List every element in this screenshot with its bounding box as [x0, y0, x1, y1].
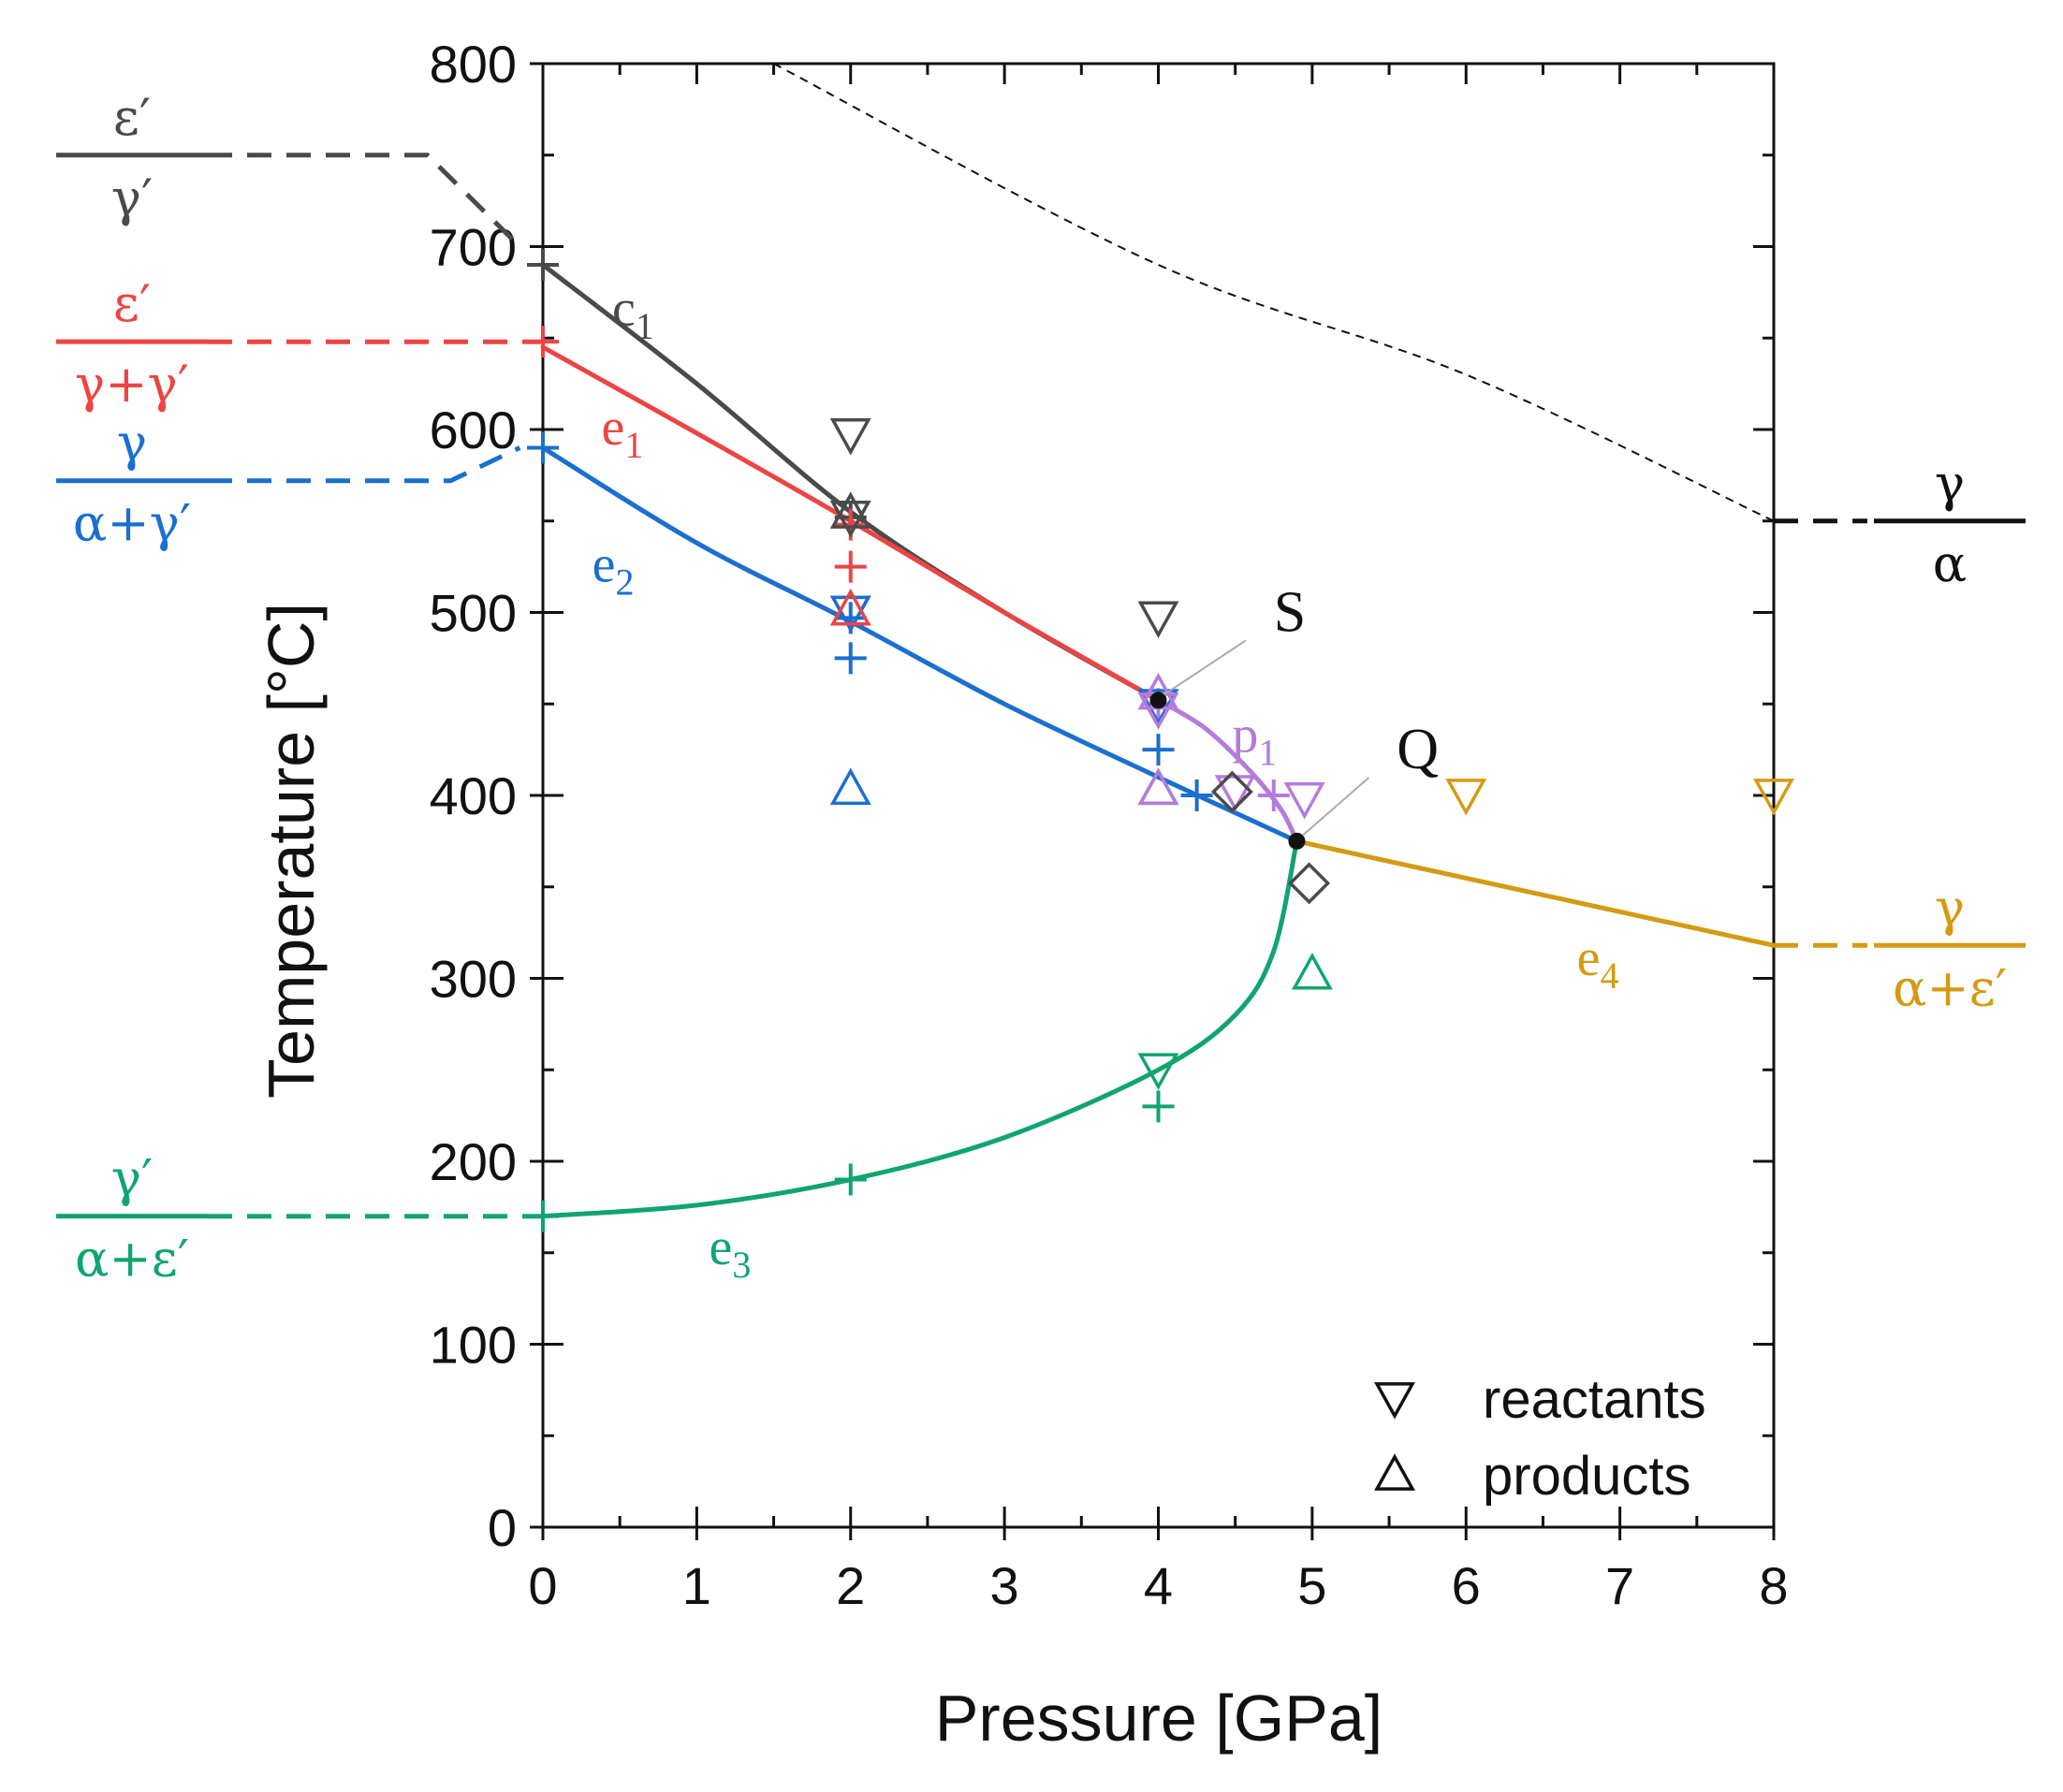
curve-label: e4	[1577, 929, 1619, 997]
cross-marker	[1180, 779, 1213, 811]
curve-e3	[540, 838, 1299, 1219]
x-tick-label: 2	[836, 1556, 865, 1615]
cross-marker	[834, 1163, 867, 1196]
x-tick-label: 8	[1759, 1556, 1788, 1615]
x-tick-label: 7	[1605, 1556, 1634, 1615]
phase-label-bottom: α	[1933, 534, 1967, 593]
y-tick-label: 400	[430, 766, 517, 825]
legend-marker-reactants	[1374, 1382, 1415, 1420]
curve-p1	[1156, 697, 1299, 844]
left-connector-dashed	[208, 153, 522, 249]
cross-marker	[1142, 734, 1175, 766]
phase-label-top: ε′	[113, 274, 151, 333]
cross-marker	[1257, 779, 1290, 811]
cross-marker	[527, 1200, 559, 1232]
invariant-point	[1149, 692, 1167, 709]
reactant-marker	[1283, 782, 1325, 820]
product-marker	[829, 588, 871, 626]
legend-label-reactants: reactants	[1483, 1369, 1706, 1430]
reactant-marker	[1753, 779, 1794, 816]
curve-label: e3	[710, 1218, 752, 1286]
product-marker	[829, 767, 871, 806]
reactant-marker	[1445, 779, 1487, 816]
y-tick-label: 0	[488, 1498, 517, 1557]
cross-marker	[834, 642, 867, 675]
y-tick-label: 700	[430, 218, 517, 277]
x-tick-label: 1	[682, 1556, 711, 1615]
label-group: SQc1e1e2e3e4p1ε′γ′ε′γ+γ′γα+γ′γ′α+ε′γαγα+…	[73, 88, 2007, 1289]
phase-label-bottom: γ+γ′	[75, 355, 189, 414]
invariant-point-label: S	[1274, 581, 1306, 645]
curve-label: c1	[612, 280, 654, 347]
phase-label-top: γ	[1935, 878, 1965, 937]
x-tick-label: 6	[1452, 1556, 1481, 1615]
reactant-marker	[829, 500, 871, 538]
product-marker	[1137, 767, 1179, 806]
x-tick-label: 0	[528, 1556, 557, 1615]
invariant-point	[1288, 832, 1306, 850]
leader-line	[1301, 777, 1369, 837]
left-connector-dashed	[208, 445, 521, 484]
cross-marker	[527, 326, 559, 358]
x-tick-label: 4	[1144, 1556, 1173, 1615]
curve-label: e1	[601, 399, 643, 466]
phase-label-top: γ	[1935, 454, 1965, 513]
curve-label: p1	[1232, 706, 1277, 773]
cross-marker	[834, 550, 867, 583]
x-tick-label: 3	[990, 1556, 1019, 1615]
product-marker	[829, 491, 871, 529]
plot-frame	[541, 62, 1776, 1529]
reactant-marker	[1137, 601, 1179, 639]
reactant-marker	[829, 595, 871, 634]
phase-label-bottom: α+ε′	[75, 1230, 189, 1289]
y-tick-label: 100	[430, 1316, 517, 1375]
x-tick-label: 5	[1297, 1556, 1326, 1615]
reactant-marker	[829, 417, 871, 456]
x-axis-title: Pressure [GPa]	[935, 1682, 1383, 1755]
cross-marker	[1142, 1090, 1175, 1123]
plot-frame-group	[541, 62, 1776, 1529]
phase-label-top: γ	[117, 414, 147, 473]
y-tick-label: 300	[430, 950, 517, 1009]
diamond-marker	[1288, 862, 1331, 905]
curve-label: e2	[593, 536, 635, 604]
phase-label-bottom: α+ε′	[1893, 958, 2007, 1017]
y-tick-label: 800	[430, 35, 517, 94]
y-tick-label: 600	[430, 401, 517, 459]
phase-label-top: γ′	[111, 1149, 154, 1208]
cross-marker	[527, 249, 559, 282]
phase-label-bottom: α+γ′	[73, 494, 191, 553]
diamond-marker	[1210, 770, 1253, 813]
reactant-marker	[1137, 1053, 1179, 1090]
curve-e4	[1294, 838, 1777, 948]
product-marker	[1291, 952, 1333, 990]
y-tick-label: 500	[430, 584, 517, 643]
tick-group: 0 1 2 3 4 5 6 7 8 0 100 200 300 400 500 600 700 800	[430, 35, 1789, 1615]
upper-dashed-boundary	[773, 63, 1775, 522]
leader-line	[1163, 639, 1247, 696]
phase-label-top: ε′	[113, 88, 151, 147]
cross-marker	[527, 431, 559, 464]
y-tick-label: 200	[430, 1132, 517, 1191]
legend-marker-products	[1374, 1453, 1415, 1491]
curve-group	[56, 63, 2026, 1219]
invariant-point-label: Q	[1397, 718, 1439, 781]
legend: reactants products	[1483, 1369, 1706, 1507]
legend-label-products: products	[1483, 1446, 1690, 1507]
curve-e2	[540, 445, 1299, 844]
phase-label-bottom: γ′	[111, 168, 154, 227]
marker-group	[527, 249, 1794, 1491]
y-axis-title: Temperature [°C]	[255, 603, 328, 1099]
